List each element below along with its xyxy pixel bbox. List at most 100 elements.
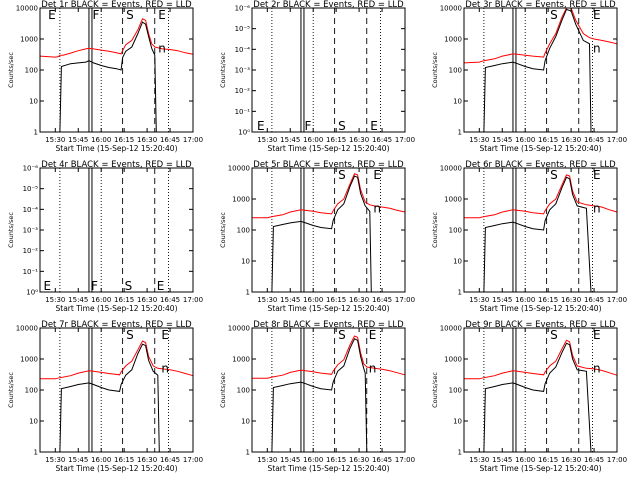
plot-frame	[251, 7, 406, 133]
segment-letter: F	[304, 119, 311, 133]
y-tick-label: 1000	[444, 36, 462, 44]
segment-letter: n	[593, 362, 601, 376]
segment-letter: S	[338, 119, 346, 133]
series-events-line	[464, 342, 617, 453]
series-lld-line	[464, 174, 618, 219]
y-tick-label: 1	[458, 449, 462, 457]
x-axis-label: Start Time (15-Sep-12 15:20:40)	[268, 144, 390, 153]
y-tick-label: 1	[458, 129, 462, 137]
x-axis-label: Start Time (15-Sep-12 15:20:40)	[480, 144, 602, 153]
y-tick-label: 1	[246, 449, 250, 457]
x-tick-label: 16:00	[515, 296, 535, 304]
y-tick-label: 1000	[20, 356, 38, 364]
series-lld-line	[464, 339, 618, 380]
x-tick-label: 15:30	[257, 456, 277, 464]
y-tick-label: 100	[237, 227, 250, 235]
y-tick-label: 100	[25, 387, 38, 395]
series-events-line	[40, 21, 193, 133]
plot-frame	[463, 327, 618, 453]
y-tick-label: 10000	[16, 5, 38, 13]
y-tick-label: 10⁻⁵	[235, 25, 251, 33]
segment-letter: F	[92, 8, 99, 22]
panel-title: Det 8r BLACK = Events, RED = LLD	[253, 320, 404, 330]
x-tick-label: 15:45	[492, 456, 512, 464]
x-tick-label: 16:15	[114, 296, 134, 304]
x-axis-label: Start Time (15-Sep-12 15:20:40)	[268, 304, 390, 313]
x-tick-label: 16:45	[372, 296, 392, 304]
y-tick-label: 100	[449, 227, 462, 235]
segment-letter: n	[593, 202, 601, 216]
series-events-line	[252, 338, 405, 453]
x-tick-label: 16:30	[349, 136, 369, 144]
x-tick-label: 15:30	[257, 296, 277, 304]
panel-4: Det 4r BLACK = Events, RED = LLD 10⁰ 10⁻¹ 1…	[7, 160, 203, 313]
x-tick-label: 16:45	[160, 456, 180, 464]
segment-letter: E	[44, 279, 52, 293]
y-tick-label: 10	[29, 418, 38, 426]
y-tick-label: 10⁰	[26, 289, 38, 297]
segment-letter: E	[161, 328, 169, 342]
plot-frame	[39, 327, 194, 453]
x-tick-label: 15:45	[68, 456, 88, 464]
y-tick-label: 10⁻⁶	[235, 5, 251, 13]
x-tick-label: 15:45	[492, 296, 512, 304]
y-tick-label: 10⁻⁴	[235, 46, 251, 54]
series-events-line	[464, 176, 617, 293]
y-tick-label: 10⁻⁵	[23, 185, 39, 193]
segment-letter: S	[550, 8, 558, 22]
panel-8: Det 8r BLACK = Events, RED = LLD 1 10 100 10…	[219, 320, 415, 473]
y-tick-label: 10⁻²	[23, 247, 39, 255]
x-tick-label: 16:15	[114, 456, 134, 464]
x-tick-label: 16:30	[561, 296, 581, 304]
x-tick-label: 16:30	[137, 456, 157, 464]
y-tick-label: 10000	[440, 325, 462, 333]
x-tick-label: 16:00	[303, 296, 323, 304]
panel-9: Det 9r BLACK = Events, RED = LLD 1 10 100 10…	[431, 320, 627, 473]
x-tick-label: 15:30	[469, 136, 489, 144]
panel-title: Det 2r BLACK = Events, RED = LLD	[253, 0, 404, 10]
x-axis-label: Start Time (15-Sep-12 15:20:40)	[56, 144, 178, 153]
y-tick-label: 100	[237, 387, 250, 395]
x-tick-label: 16:45	[160, 136, 180, 144]
plot-frame	[251, 167, 406, 293]
y-axis-label: Counts/sec	[219, 212, 227, 248]
y-tick-label: 10	[453, 98, 462, 106]
y-axis-label: Counts/sec	[7, 52, 15, 88]
y-tick-label: 10000	[440, 5, 462, 13]
x-tick-label: 16:45	[160, 296, 180, 304]
x-tick-label: 16:45	[372, 136, 392, 144]
x-tick-label: 16:45	[372, 456, 392, 464]
x-tick-label: 15:45	[280, 456, 300, 464]
x-tick-label: 16:45	[584, 136, 604, 144]
x-tick-label: 16:30	[561, 136, 581, 144]
x-axis-label: Start Time (15-Sep-12 15:20:40)	[480, 464, 602, 473]
x-tick-label: 17:00	[183, 296, 203, 304]
x-tick-label: 16:45	[584, 296, 604, 304]
panel-title: Det 4r BLACK = Events, RED = LLD	[41, 160, 192, 170]
y-tick-label: 10	[453, 418, 462, 426]
y-tick-label: 10⁻³	[235, 67, 251, 75]
y-axis-label: Counts/sec	[7, 372, 15, 408]
x-axis-label: Start Time (15-Sep-12 15:20:40)	[268, 464, 390, 473]
panel-title: Det 1r BLACK = Events, RED = LLD	[41, 0, 192, 10]
series-lld-line	[252, 173, 406, 219]
x-tick-label: 16:00	[515, 456, 535, 464]
segment-letter: S	[126, 8, 134, 22]
y-tick-label: 100	[449, 387, 462, 395]
x-tick-label: 16:30	[349, 456, 369, 464]
segment-letter: S	[338, 328, 346, 342]
y-tick-label: 10⁻³	[23, 227, 39, 235]
x-tick-label: 15:30	[469, 456, 489, 464]
y-axis-label: Counts/sec	[7, 212, 15, 248]
segment-letter: n	[161, 362, 169, 376]
x-tick-label: 16:15	[326, 136, 346, 144]
x-tick-label: 16:15	[114, 136, 134, 144]
series-events-line	[40, 343, 193, 453]
series-lld-line	[39, 18, 194, 58]
x-tick-label: 16:30	[137, 136, 157, 144]
x-axis-label: Start Time (15-Sep-12 15:20:40)	[56, 464, 178, 473]
x-tick-label: 17:00	[395, 296, 415, 304]
plot-frame	[39, 167, 194, 293]
y-tick-label: 10⁻²	[235, 87, 251, 95]
y-tick-label: 1	[34, 129, 38, 137]
